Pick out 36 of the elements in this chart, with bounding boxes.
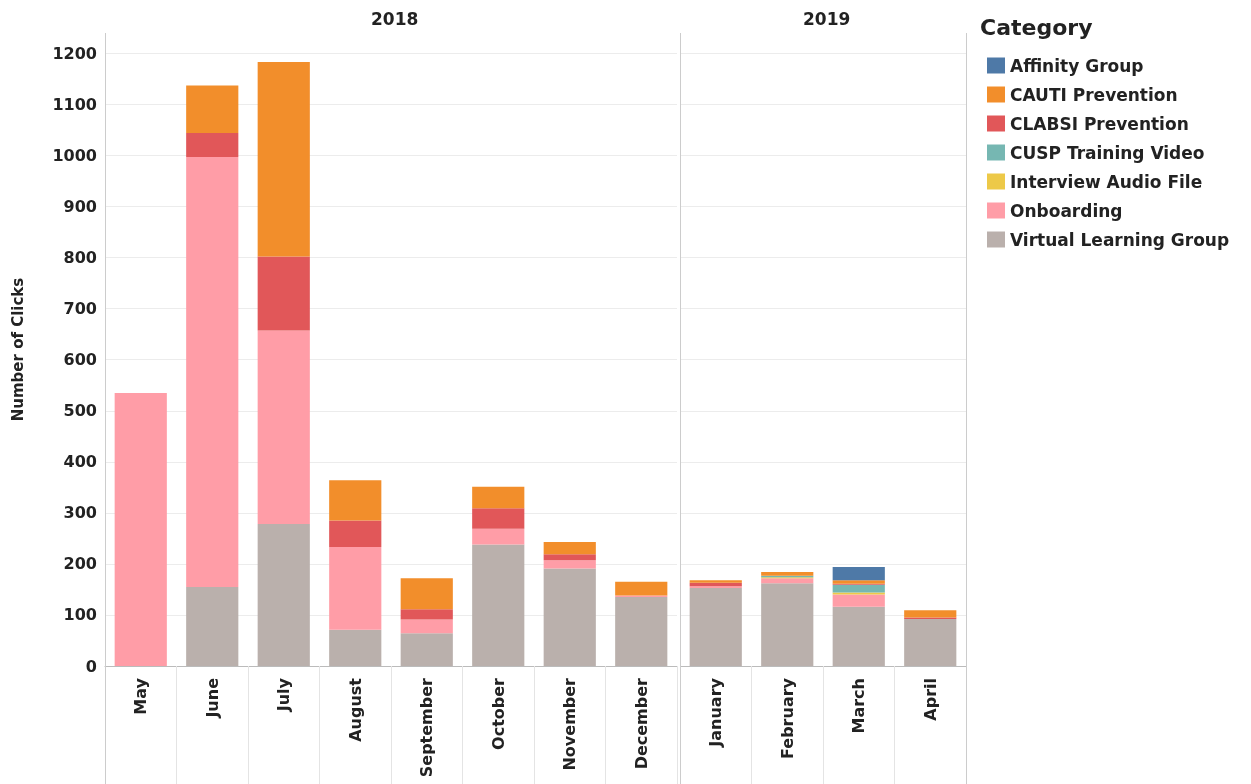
- legend-label: CAUTI Prevention: [1010, 84, 1178, 105]
- y-tick-label: 300: [63, 503, 97, 523]
- x-tick-label: December: [631, 677, 651, 770]
- x-tick-label: May: [131, 677, 151, 715]
- legend-title: Category: [980, 14, 1093, 40]
- x-tick-label: July: [274, 677, 294, 713]
- x-tick-label: June: [202, 677, 222, 719]
- x-tick-label: March: [849, 678, 869, 734]
- chart-title: 2019: [803, 8, 851, 29]
- legend-label: Affinity Group: [1010, 55, 1144, 76]
- legend-label: CUSP Training Video: [1010, 142, 1205, 163]
- legend-label: Virtual Learning Group: [1010, 229, 1230, 250]
- y-tick-label: 0: [85, 656, 97, 676]
- legend-label: Interview Audio File: [1010, 171, 1203, 192]
- y-tick-label: 500: [63, 401, 97, 421]
- x-tick-label: April: [920, 678, 940, 721]
- y-tick-label: 900: [63, 197, 97, 217]
- x-tick-label: October: [488, 677, 508, 750]
- x-tick-label: September: [417, 677, 437, 778]
- legend-label: Onboarding: [1010, 200, 1123, 221]
- y-tick-label: 200: [63, 554, 97, 574]
- y-axis-title: Number of Clicks: [8, 277, 27, 422]
- legend-label: CLABSI Prevention: [1010, 113, 1189, 134]
- y-tick-label: 1100: [52, 94, 97, 114]
- chart-title: 2018: [371, 8, 419, 29]
- y-tick-label: 800: [63, 248, 97, 268]
- y-tick-label: 100: [63, 605, 97, 625]
- x-tick-label: November: [560, 677, 580, 771]
- y-tick-label: 600: [63, 350, 97, 370]
- x-tick-label: February: [777, 677, 797, 759]
- x-tick-label: August: [345, 677, 365, 742]
- y-tick-label: 1200: [52, 43, 97, 63]
- y-tick-label: 1000: [52, 146, 97, 166]
- x-tick-label: January: [706, 677, 726, 748]
- y-tick-label: 700: [63, 299, 97, 319]
- y-tick-label: 400: [63, 452, 97, 472]
